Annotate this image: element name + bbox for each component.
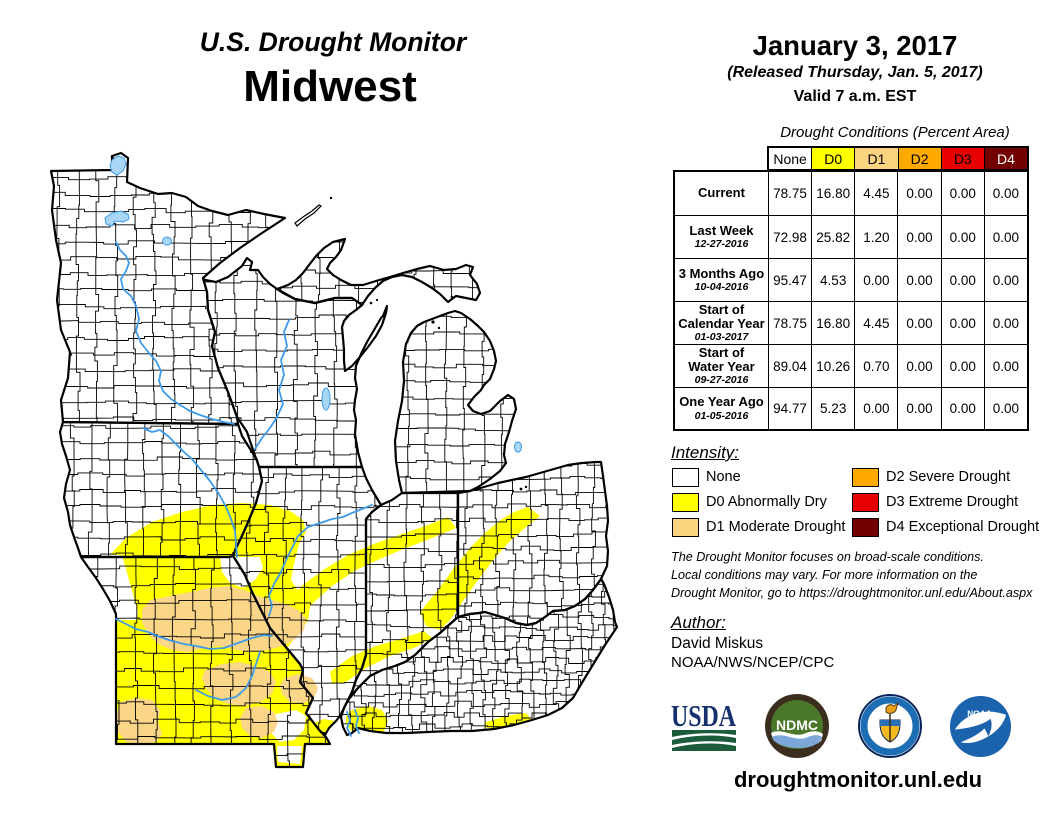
svg-text:NDMC: NDMC [776,717,818,733]
svg-text:USDA: USDA [671,701,736,733]
svg-text:NOAA: NOAA [967,708,992,718]
